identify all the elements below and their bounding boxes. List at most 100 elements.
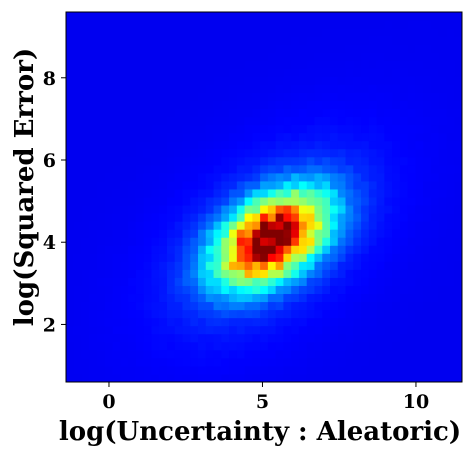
- heatmap-cell: [430, 317, 440, 327]
- heatmap-cell: [151, 44, 160, 53]
- heatmap-cell: [252, 124, 261, 134]
- heatmap-cell: [399, 373, 409, 383]
- heatmap-cell: [104, 205, 114, 214]
- heatmap-cell: [291, 116, 300, 126]
- heatmap-cell: [166, 140, 176, 150]
- heatmap-cell: [322, 20, 331, 29]
- heatmap-cell: [267, 221, 277, 230]
- heatmap-cell: [143, 108, 152, 118]
- heatmap-cell: [97, 205, 106, 214]
- heatmap-cell: [298, 253, 308, 262]
- heatmap-cell: [244, 365, 253, 375]
- heatmap-cell: [306, 373, 315, 383]
- heatmap-cell: [104, 373, 114, 383]
- heatmap-cell: [291, 349, 300, 359]
- heatmap-cell: [73, 269, 83, 278]
- heatmap-cell: [81, 52, 90, 61]
- heatmap-cell: [182, 253, 191, 262]
- heatmap-cell: [345, 365, 354, 375]
- heatmap-cell: [89, 20, 98, 29]
- heatmap-cell: [345, 156, 354, 166]
- heatmap-cell: [221, 357, 230, 367]
- heatmap-cell: [151, 373, 160, 383]
- heatmap-cell: [267, 357, 277, 367]
- heatmap-cell: [174, 12, 183, 21]
- heatmap-cell: [174, 124, 183, 134]
- heatmap-cell: [104, 92, 114, 101]
- heatmap-cell: [314, 205, 323, 214]
- heatmap-cell: [384, 357, 393, 367]
- heatmap-cell: [159, 20, 168, 29]
- heatmap-cell: [384, 36, 393, 45]
- heatmap-cell: [407, 20, 416, 29]
- heatmap-cell: [166, 357, 176, 367]
- heatmap-cell: [376, 156, 385, 166]
- heatmap-cell: [229, 197, 238, 206]
- heatmap-cell: [361, 357, 370, 367]
- heatmap-cell: [89, 100, 98, 110]
- heatmap-cell: [314, 309, 323, 319]
- heatmap-cell: [446, 309, 455, 319]
- heatmap-cell: [229, 76, 238, 85]
- heatmap-cell: [407, 341, 416, 351]
- heatmap-cell: [438, 341, 447, 351]
- heatmap-cell: [415, 76, 424, 85]
- heatmap-cell: [236, 373, 246, 383]
- heatmap-cell: [384, 52, 393, 61]
- heatmap-cell: [81, 28, 90, 37]
- heatmap-cell: [128, 180, 137, 190]
- heatmap-cell: [244, 140, 253, 150]
- heatmap-cell: [368, 197, 378, 206]
- heatmap-cell: [190, 36, 199, 45]
- heatmap-cell: [330, 132, 339, 142]
- heatmap-cell: [66, 229, 75, 238]
- heatmap-cell: [275, 285, 284, 295]
- heatmap-cell: [135, 341, 145, 351]
- heatmap-cell: [430, 285, 440, 295]
- heatmap-cell: [205, 317, 215, 327]
- heatmap-cell: [89, 197, 98, 206]
- y-axis-label: log(Squared Error): [10, 48, 40, 326]
- heatmap-cell: [120, 325, 129, 335]
- heatmap-cell: [423, 229, 432, 238]
- heatmap-cell: [166, 333, 176, 343]
- heatmap-cell: [322, 140, 331, 150]
- heatmap-cell: [198, 253, 207, 262]
- heatmap-cell: [135, 357, 145, 367]
- heatmap-cell: [399, 293, 409, 303]
- heatmap-cell: [213, 245, 222, 254]
- heatmap-cell: [407, 28, 416, 37]
- heatmap-cell: [112, 333, 121, 343]
- heatmap-cell: [166, 301, 176, 311]
- heatmap-cell: [415, 365, 424, 375]
- heatmap-cell: [423, 269, 432, 278]
- heatmap-cell: [97, 188, 106, 198]
- heatmap-cell: [120, 36, 129, 45]
- heatmap-cell: [438, 221, 447, 230]
- heatmap-cell: [275, 156, 284, 166]
- heatmap-cell: [361, 213, 370, 222]
- heatmap-cell: [392, 277, 401, 286]
- heatmap-cell: [73, 132, 83, 142]
- heatmap-cell: [252, 116, 261, 126]
- heatmap-cell: [345, 245, 354, 254]
- x-axis-ticks: 0 5 10: [102, 382, 429, 413]
- heatmap-cell: [252, 245, 261, 254]
- heatmap-cell: [399, 172, 409, 182]
- heatmap-cell: [330, 213, 339, 222]
- heatmap-cell: [376, 205, 385, 214]
- heatmap-cell: [66, 148, 75, 158]
- heatmap-cell: [330, 180, 339, 190]
- heatmap-cell: [89, 12, 98, 21]
- heatmap-cell: [205, 92, 215, 101]
- heatmap-cell: [112, 52, 121, 61]
- heatmap-cell: [128, 285, 137, 295]
- heatmap-cell: [182, 52, 191, 61]
- heatmap-cell: [104, 84, 114, 93]
- heatmap-cell: [423, 60, 432, 69]
- heatmap-cell: [159, 12, 168, 21]
- heatmap-cell: [143, 172, 152, 182]
- heatmap-cell: [190, 148, 199, 158]
- heatmap-cell: [89, 36, 98, 45]
- heatmap-cell: [322, 116, 331, 126]
